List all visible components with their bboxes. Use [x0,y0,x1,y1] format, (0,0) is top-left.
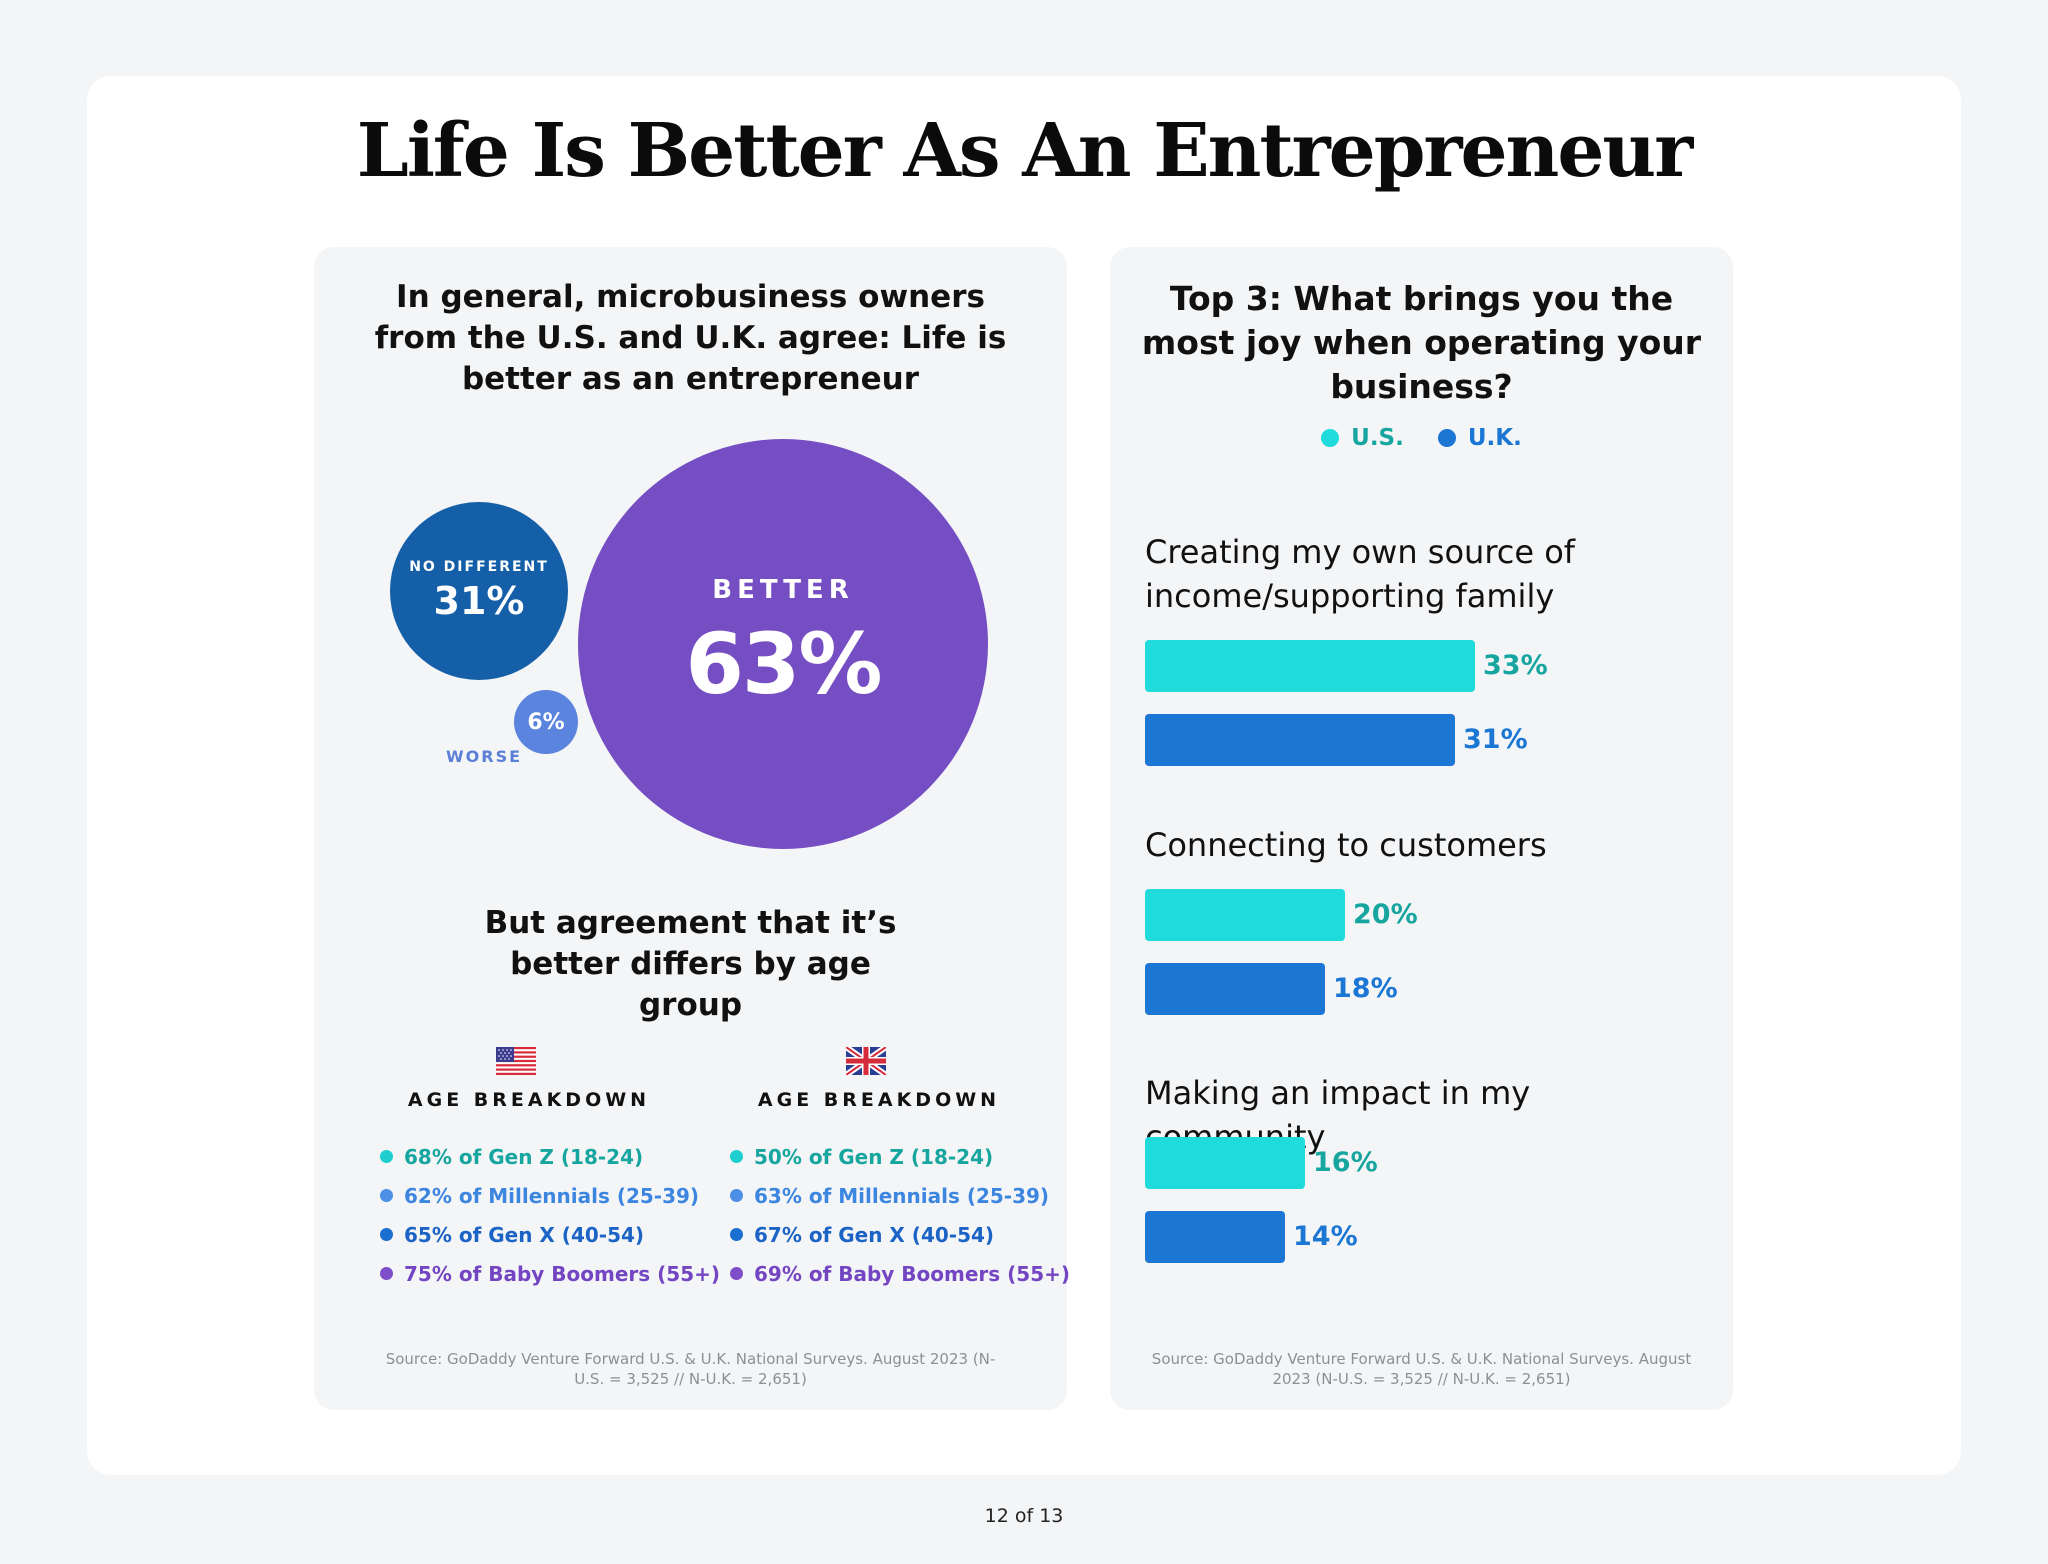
us-boomers-text: 75% of Baby Boomers (55+) [404,1261,721,1286]
no-different-bubble: NO DIFFERENT 31% [390,502,568,680]
gen-z-dot [730,1150,743,1163]
uk-gen-x-text: 67% of Gen X (40-54) [754,1222,995,1247]
list-item: 69% of Baby Boomers (55+) [730,1254,1070,1293]
uk-legend-dot [1437,429,1456,447]
bar-value-label: 33% [1483,650,1548,681]
bar-uk [1145,963,1325,1015]
us-gen-x-text: 65% of Gen X (40-54) [404,1222,645,1247]
no-different-value: 31% [433,579,525,623]
uk-flag-icon [846,1047,886,1075]
uk-age-breakdown-heading: AGE BREAKDOWN [757,1089,1001,1111]
millennials-dot [380,1189,393,1202]
source-note: Source: GoDaddy Venture Forward U.S. & U… [385,1350,996,1388]
gen-x-dot [730,1228,743,1241]
joy-heading: Top 3: What brings you the most joy when… [1141,279,1702,406]
us-millennials-text: 62% of Millennials (25-39) [404,1183,700,1208]
chart-legend: U.S. U.K. [1110,425,1733,451]
page-title: Life Is Better As An Entrepreneur [356,108,1693,194]
worse-label: WORSE [446,747,523,766]
bar-value-label: 31% [1463,724,1528,755]
bar-us [1145,640,1475,692]
legend-us: U.S. [1321,425,1404,451]
source-note: Source: GoDaddy Venture Forward U.S. & U… [1151,1350,1692,1388]
gen-z-dot [380,1150,393,1163]
uk-gen-z-text: 50% of Gen Z (18-24) [754,1144,994,1169]
age-group-heading: But agreement that it’s better differs b… [484,905,897,1023]
bar-value-label: 18% [1333,973,1398,1004]
list-item: 63% of Millennials (25-39) [730,1176,1070,1215]
legend-uk-label: U.K. [1467,425,1522,451]
no-different-label: NO DIFFERENT [409,559,549,575]
better-bubble: BETTER 63% [578,439,988,849]
bar-category-label: Creating my own source of income/support… [1145,533,1576,615]
list-item: 65% of Gen X (40-54) [380,1215,720,1254]
boomers-dot [730,1267,743,1280]
agreement-heading: In general, microbusiness owners from th… [374,279,1007,397]
uk-millennials-text: 63% of Millennials (25-39) [754,1183,1050,1208]
list-item: 67% of Gen X (40-54) [730,1215,1070,1254]
millennials-dot [730,1189,743,1202]
legend-us-label: U.S. [1351,425,1404,451]
us-age-breakdown-heading: AGE BREAKDOWN [407,1089,651,1111]
list-item: 68% of Gen Z (18-24) [380,1137,720,1176]
list-item: 75% of Baby Boomers (55+) [380,1254,720,1293]
bar-uk [1145,1211,1285,1263]
agreement-panel: In general, microbusiness owners from th… [314,247,1070,1410]
boomers-dot [380,1267,393,1280]
bar-us [1145,1137,1305,1189]
bar-value-label: 16% [1313,1147,1378,1178]
bar-uk [1145,714,1455,766]
bar-category-label: Connecting to customers [1145,826,1547,864]
list-item: 50% of Gen Z (18-24) [730,1137,1070,1176]
bar-us [1145,889,1345,941]
legend-uk: U.K. [1437,425,1522,451]
worse-bubble: 6% [514,690,578,754]
bar-value-label: 20% [1353,899,1418,930]
uk-boomers-text: 69% of Baby Boomers (55+) [754,1261,1071,1286]
gen-x-dot [380,1228,393,1241]
joy-panel: Top 3: What brings you the most joy when… [1110,247,1733,1410]
worse-value: 6% [527,709,565,735]
bar-value-label: 14% [1293,1221,1358,1252]
us-flag-icon [496,1047,536,1075]
us-legend-dot [1321,429,1340,447]
page-number: 12 of 13 [984,1505,1064,1527]
list-item: 62% of Millennials (25-39) [380,1176,720,1215]
better-value: 63% [685,615,882,713]
us-gen-z-text: 68% of Gen Z (18-24) [404,1144,644,1169]
better-label: BETTER [712,575,854,605]
